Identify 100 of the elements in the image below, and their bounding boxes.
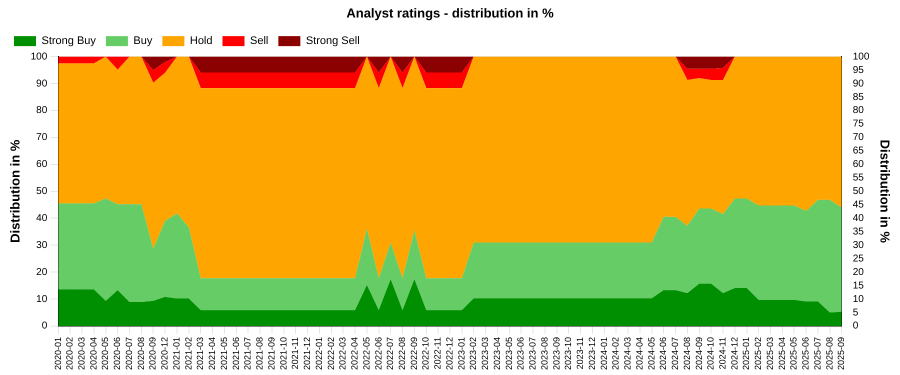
y2-axis-title: Distribution in % bbox=[878, 140, 893, 244]
y2-tick-label: 60 bbox=[852, 159, 864, 170]
legend-label: Strong Buy bbox=[42, 35, 96, 48]
y-tick-label: 40 bbox=[36, 212, 48, 224]
x-tick-label: 2021-03 bbox=[195, 336, 206, 370]
x-tick-label: 2020-05 bbox=[100, 336, 110, 370]
x-tick-label: 2024-06 bbox=[658, 336, 668, 370]
y2-tick-label: 90 bbox=[852, 78, 864, 90]
x-tick-label: 2024-07 bbox=[670, 336, 680, 370]
x-tick-label: 2025-01 bbox=[741, 336, 752, 370]
x-tick-label: 2023-03 bbox=[480, 336, 490, 370]
x-tick-label: 2023-01 bbox=[456, 336, 466, 370]
y2-tick-label: 95 bbox=[852, 64, 864, 76]
x-tick-label: 2025-09 bbox=[836, 336, 846, 370]
x-tick-label: 2024-04 bbox=[634, 336, 644, 370]
x-tick-label: 2023-06 bbox=[516, 336, 526, 370]
x-tick-label: 2022-05 bbox=[361, 336, 372, 370]
x-tick-label: 2021-12 bbox=[302, 336, 312, 370]
x-tick-label: 2021-10 bbox=[278, 336, 288, 370]
x-tick-label: 2024-12 bbox=[729, 336, 740, 370]
x-tick-label: 2021-06 bbox=[230, 336, 241, 370]
x-tick-label: 2024-05 bbox=[646, 336, 656, 370]
y2-tick-label: 25 bbox=[852, 253, 864, 264]
x-tick-label: 2023-10 bbox=[563, 336, 574, 370]
x-tick-label: 2024-10 bbox=[706, 336, 716, 370]
y-tick-label: 30 bbox=[36, 240, 48, 251]
x-tick-label: 2024-02 bbox=[610, 336, 621, 370]
x-tick-label: 2022-12 bbox=[444, 336, 454, 370]
x-tick-label: 2022-06 bbox=[373, 336, 384, 370]
y-tick-label: 70 bbox=[36, 132, 48, 144]
y2-tick-label: 40 bbox=[852, 212, 864, 224]
y-tick-label: 50 bbox=[36, 186, 48, 198]
legend-label: Buy bbox=[133, 35, 153, 48]
y-tick-label: 10 bbox=[36, 294, 48, 305]
x-tick-label: 2020-08 bbox=[136, 336, 146, 370]
x-tick-label: 2021-07 bbox=[242, 336, 253, 370]
x-tick-label: 2024-08 bbox=[682, 336, 692, 370]
x-tick-label: 2021-09 bbox=[266, 336, 276, 370]
x-tick-label: 2020-06 bbox=[112, 336, 122, 370]
x-tick-label: 2020-03 bbox=[76, 336, 87, 370]
y2-tick-label: 0 bbox=[852, 320, 859, 332]
x-tick-label: 2024-09 bbox=[694, 336, 704, 370]
y-tick-label: 60 bbox=[36, 159, 48, 170]
x-tick-label: 2023-12 bbox=[586, 336, 597, 370]
y2-tick-label: 15 bbox=[852, 280, 864, 292]
x-tick-label: 2023-09 bbox=[551, 336, 562, 370]
x-tick-label: 2021-11 bbox=[290, 336, 300, 370]
y2-tick-label: 30 bbox=[852, 240, 864, 251]
y2-tick-label: 85 bbox=[852, 92, 864, 103]
x-tick-label: 2023-05 bbox=[504, 336, 514, 370]
y2-tick-label: 20 bbox=[852, 266, 864, 278]
x-tick-label: 2025-08 bbox=[824, 336, 834, 370]
x-tick-label: 2020-07 bbox=[124, 336, 134, 370]
y2-tick-label: 50 bbox=[852, 186, 864, 198]
x-tick-label: 2022-04 bbox=[350, 336, 360, 370]
y2-tick-label: 5 bbox=[852, 307, 859, 318]
x-tick-label: 2021-04 bbox=[207, 336, 218, 370]
x-tick-label: 2020-01 bbox=[52, 336, 63, 370]
x-tick-label: 2020-09 bbox=[148, 336, 158, 370]
x-tick-label: 2023-07 bbox=[528, 336, 538, 370]
x-tick-label: 2023-11 bbox=[575, 336, 586, 370]
x-tick-label: 2025-05 bbox=[788, 336, 799, 370]
x-tick-label: 2020-02 bbox=[64, 336, 75, 370]
x-tick-label: 2024-11 bbox=[718, 336, 728, 370]
y-tick-label: 20 bbox=[36, 266, 48, 278]
y2-tick-label: 75 bbox=[852, 118, 864, 130]
x-tick-label: 2022-07 bbox=[385, 336, 396, 370]
x-tick-label: 2021-08 bbox=[254, 336, 265, 370]
y2-tick-label: 10 bbox=[852, 294, 864, 305]
x-tick-label: 2025-07 bbox=[812, 336, 822, 370]
x-tick-label: 2020-04 bbox=[88, 336, 98, 370]
legend-label: Strong Sell bbox=[306, 35, 360, 48]
y-tick-label: 80 bbox=[36, 105, 48, 116]
y-axis-title: Distribution in % bbox=[7, 139, 22, 243]
y2-tick-label: 100 bbox=[852, 51, 870, 62]
x-tick-label: 2022-11 bbox=[432, 336, 443, 370]
legend-label: Sell bbox=[250, 35, 268, 48]
x-tick-label: 2025-03 bbox=[764, 336, 775, 370]
x-tick-label: 2022-01 bbox=[314, 336, 324, 370]
y-tick-label: 100 bbox=[30, 51, 48, 62]
x-tick-label: 2024-03 bbox=[622, 336, 633, 370]
x-tick-label: 2025-06 bbox=[800, 336, 811, 370]
x-tick-label: 2022-08 bbox=[397, 336, 408, 370]
x-tick-label: 2022-02 bbox=[326, 336, 336, 370]
x-tick-label: 2022-10 bbox=[420, 336, 431, 370]
x-tick-label: 2023-04 bbox=[492, 336, 502, 370]
x-tick-label: 2023-02 bbox=[468, 336, 478, 370]
x-tick-label: 2024-01 bbox=[598, 336, 609, 370]
x-tick-label: 2021-01 bbox=[171, 336, 182, 370]
y2-tick-label: 55 bbox=[852, 172, 864, 184]
x-tick-label: 2021-05 bbox=[218, 336, 229, 370]
x-tick-label: 2022-09 bbox=[408, 336, 419, 370]
y2-tick-label: 65 bbox=[852, 146, 864, 157]
x-tick-label: 2025-04 bbox=[776, 336, 787, 370]
x-tick-label: 2025-02 bbox=[753, 336, 764, 370]
y2-tick-label: 80 bbox=[852, 105, 864, 116]
x-tick-label: 2023-08 bbox=[539, 336, 550, 370]
x-tick-label: 2020-12 bbox=[160, 336, 170, 370]
x-tick-label: 2022-03 bbox=[338, 336, 348, 370]
y-tick-label: 90 bbox=[36, 78, 48, 90]
